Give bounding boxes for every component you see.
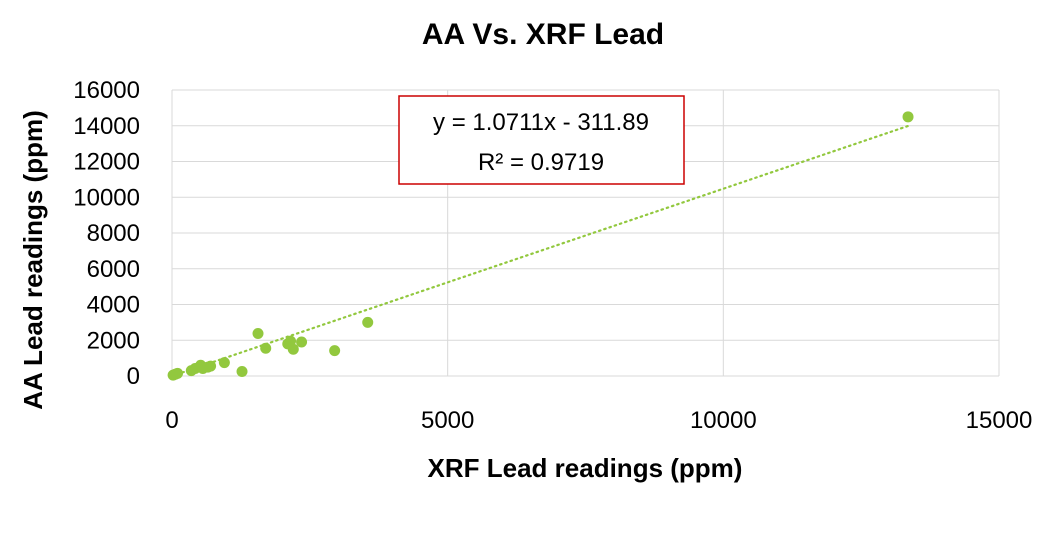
x-axis-title: XRF Lead readings (ppm) [428, 453, 743, 483]
y-tick-label: 16000 [73, 77, 140, 104]
data-point [172, 367, 184, 379]
y-tick-label: 10000 [73, 184, 140, 211]
x-tick-label: 10000 [690, 407, 757, 434]
y-tick-label: 14000 [73, 113, 140, 140]
trendline-equation: y = 1.0711x - 311.89 [433, 109, 649, 136]
r-squared-label: R² = 0.9719 [478, 149, 604, 176]
x-tick-label: 15000 [966, 407, 1033, 434]
y-tick-label: 6000 [87, 256, 140, 283]
data-point [296, 336, 308, 348]
x-tick-label: 0 [165, 407, 178, 434]
data-points [167, 111, 914, 381]
x-tick-label: 5000 [421, 407, 474, 434]
y-tick-label: 12000 [73, 149, 140, 176]
y-tick-label: 8000 [87, 220, 140, 247]
data-point [252, 327, 264, 339]
y-axis-title: AA Lead readings (ppm) [18, 110, 48, 410]
data-point [260, 342, 272, 354]
data-point [362, 316, 374, 328]
data-point [236, 366, 248, 378]
data-point [218, 357, 230, 369]
data-point [902, 111, 914, 123]
data-point [205, 360, 217, 372]
equation-box: y = 1.0711x - 311.89 R² = 0.9719 [398, 95, 685, 185]
y-tick-label: 2000 [87, 327, 140, 354]
x-axis-ticks: 0 5000 10000 15000 [165, 407, 1032, 434]
data-point [287, 343, 299, 355]
y-axis-ticks: 0 2000 4000 6000 8000 10000 12000 14000 16000 [73, 77, 140, 390]
data-point [329, 345, 341, 357]
y-tick-label: 4000 [87, 292, 140, 319]
y-tick-label: 0 [127, 363, 140, 390]
chart-title: AA Vs. XRF Lead [422, 18, 664, 51]
equation-box-border [398, 95, 685, 185]
